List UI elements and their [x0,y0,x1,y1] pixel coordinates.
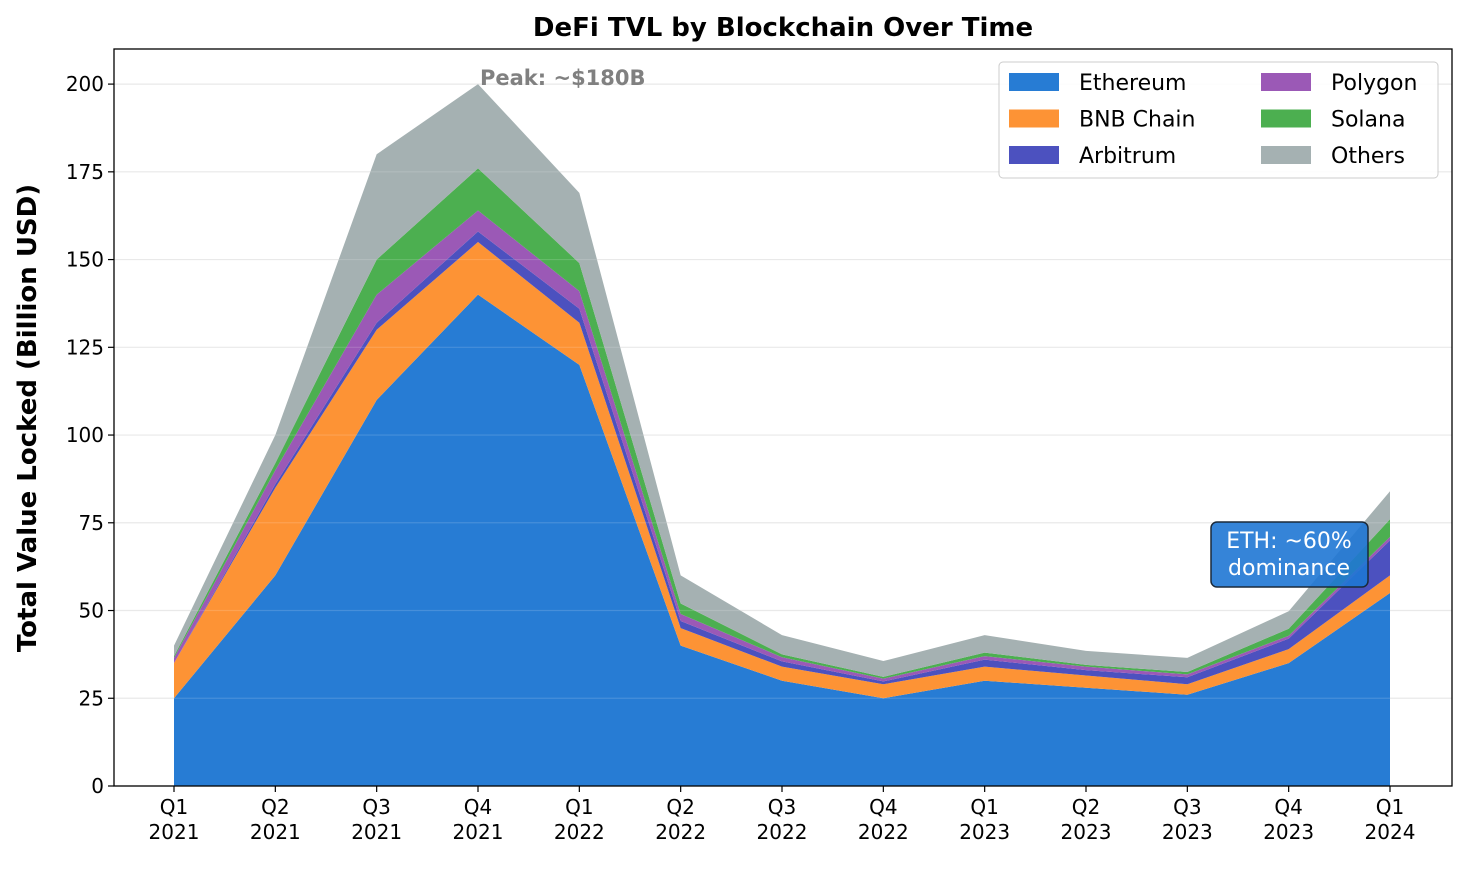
x-tick-label: Q4 [464,795,492,819]
legend-label: Solana [1331,108,1405,133]
x-tick-label: 2022 [858,820,909,844]
x-tick-label: 2024 [1365,820,1416,844]
legend-label: Polygon [1331,71,1417,96]
y-axis: 0 25 50 75 100 125 150 175 200 [66,72,114,798]
x-tick-label: 2023 [1263,820,1314,844]
x-tick-label: 2022 [655,820,706,844]
legend-swatch [1261,146,1311,164]
y-tick-label: 150 [66,248,104,272]
legend-swatch [1009,109,1059,128]
x-tick-label: 2021 [149,820,200,844]
legend: Ethereum BNB Chain Arbitrum Polygon Solana Ot… [998,61,1439,179]
legend-label: Arbitrum [1079,144,1176,169]
x-tick-label: Q4 [1274,795,1302,819]
y-tick-label: 200 [66,72,104,96]
y-tick-label: 50 [79,599,104,623]
x-tick-label: Q4 [869,795,897,819]
y-axis-label: Total Value Locked (Billion USD) [13,184,43,652]
x-axis: Q12021Q22021Q32021Q42021Q12022Q22022Q320… [149,786,1416,844]
x-tick-label: Q2 [261,795,289,819]
x-tick-label: Q2 [666,795,694,819]
areas [114,83,1452,787]
y-tick-label: 175 [66,160,104,184]
x-tick-label: 2022 [757,820,808,844]
x-tick-label: Q1 [1376,795,1404,819]
x-tick-label: 2021 [351,820,402,844]
x-tick-label: 2021 [453,820,504,844]
y-tick-label: 75 [79,511,104,535]
x-tick-label: Q3 [362,795,390,819]
x-tick-label: 2022 [554,820,605,844]
x-tick-label: 2021 [250,820,301,844]
x-tick-label: 2023 [959,820,1010,844]
y-tick-label: 0 [91,774,104,798]
dominance-line2: dominance [1228,556,1350,581]
chart-title: DeFi TVL by Blockchain Over Time [533,13,1033,43]
x-tick-label: 2023 [1061,820,1112,844]
x-tick-label: Q2 [1072,795,1100,819]
y-tick-label: 125 [66,335,104,359]
dominance-annotation: ETH: ~60% dominance [1210,521,1369,588]
x-tick-label: Q3 [768,795,796,819]
legend-swatch [1009,73,1059,91]
y-tick-label: 100 [66,423,104,447]
legend-swatch [1009,146,1059,164]
legend-swatch [1261,73,1311,91]
x-tick-label: 2023 [1162,820,1213,844]
x-tick-label: Q3 [1173,795,1201,819]
area-ethereum [174,294,1390,786]
x-tick-label: Q1 [970,795,998,819]
x-tick-label: Q1 [160,795,188,819]
x-tick-label: Q1 [565,795,593,819]
peak-annotation: Peak: ~$180B [480,66,646,90]
dominance-line1: ETH: ~60% [1226,529,1352,554]
legend-label: BNB Chain [1079,108,1195,133]
plot-frame [113,48,1453,787]
y-tick-label: 25 [79,686,104,710]
legend-label: Ethereum [1079,71,1186,96]
legend-label: Others [1331,144,1405,169]
legend-swatch [1261,109,1311,128]
